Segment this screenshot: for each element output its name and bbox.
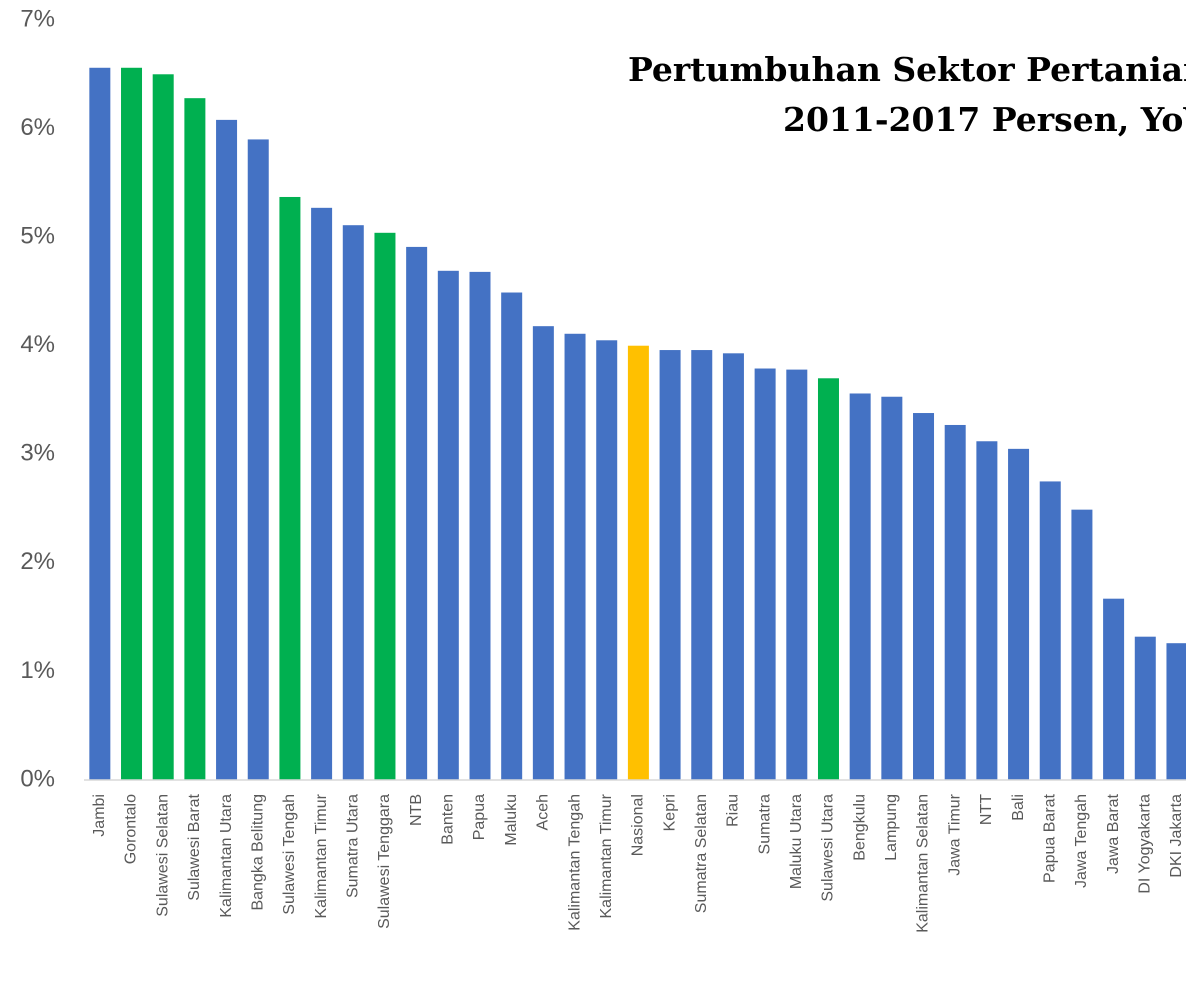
bar [1008, 448, 1030, 780]
x-tick-label: Nasional [630, 794, 647, 856]
bar [437, 270, 459, 780]
y-tick-label: 3% [20, 440, 55, 467]
x-tick-label: Jawa Barat [1105, 793, 1122, 874]
bar [1166, 643, 1186, 780]
bar [849, 393, 871, 780]
bar [944, 424, 966, 780]
bar [279, 196, 301, 780]
bar [121, 67, 143, 781]
x-tick-label: Bengkulu [851, 794, 868, 861]
x-tick-label: Riau [725, 794, 742, 827]
x-tick-label: NTB [408, 794, 425, 826]
x-tick-label: Bali [1010, 794, 1027, 821]
bar [469, 271, 491, 780]
x-tick-label: Kepri [661, 794, 678, 831]
bar [1039, 481, 1061, 780]
y-tick-label: 4% [20, 331, 55, 358]
x-tick-label: Sumatra Selatan [693, 794, 710, 913]
x-tick-label: Sulawesi Tenggara [376, 794, 393, 929]
bar [754, 368, 776, 780]
x-tick-label: Kalimantan Timur [313, 793, 330, 918]
bar [722, 353, 744, 780]
bar [311, 207, 333, 781]
bar [691, 350, 713, 780]
x-tick-label: Papua [471, 794, 488, 840]
y-tick-label: 0% [20, 765, 55, 792]
x-tick-label: DI Yogyakarta [1136, 794, 1153, 894]
x-tick-label: Banten [440, 794, 457, 845]
x-tick-label: NTT [978, 794, 995, 825]
x-tick-label: Sulawesi Selatan [154, 794, 171, 917]
x-tick-label: Maluku [503, 794, 520, 846]
x-tick-label: Sulawesi Tengah [281, 794, 298, 915]
chart-title: Pertumbuhan Sektor Pertanian [628, 50, 1186, 89]
bar [532, 326, 554, 780]
x-tick-label: Sumatra [756, 794, 773, 855]
x-tick-label: Kalimantan Selatan [915, 794, 932, 933]
bar [913, 413, 935, 780]
bar [786, 369, 808, 780]
bar [247, 139, 269, 780]
bar [659, 350, 681, 780]
bar [596, 340, 618, 780]
bar [374, 232, 396, 781]
x-tick-label: Sumatra Utara [344, 794, 361, 898]
bar [89, 67, 111, 781]
bar [627, 345, 649, 780]
bar [1071, 509, 1093, 780]
bar [564, 333, 586, 780]
x-tick-label: DKI Jakarta [1168, 794, 1185, 878]
bar [501, 292, 523, 780]
y-tick-label: 1% [20, 657, 55, 684]
bar [1134, 636, 1156, 780]
x-tick-label: Bangka Belitung [249, 794, 266, 911]
y-tick-label: 5% [20, 222, 55, 249]
x-tick-label: Jawa Timur [946, 793, 963, 875]
bar [342, 225, 364, 780]
bar [976, 441, 998, 780]
x-tick-label: Papua Barat [1041, 793, 1058, 883]
x-tick-label: Jambi [91, 794, 108, 837]
x-tick-label: Kalimantan Tengah [566, 794, 583, 931]
x-tick-label: Sulawesi Barat [186, 793, 203, 900]
bar [1103, 598, 1125, 780]
x-tick-label: Sulawesi Utara [820, 794, 837, 902]
bar [406, 246, 428, 780]
y-tick-label: 2% [20, 548, 55, 575]
bar [152, 74, 174, 781]
x-tick-label: Aceh [535, 794, 552, 830]
x-tick-label: Kalimantan Timur [598, 793, 615, 918]
x-tick-label: Kalimantan Utara [218, 794, 235, 918]
y-tick-label: 6% [20, 114, 55, 141]
y-tick-label: 7% [20, 5, 55, 32]
bar [184, 98, 206, 780]
x-tick-label: Jawa Tengah [1073, 794, 1090, 888]
chart-title: 2011-2017 Persen, YoY [783, 100, 1186, 139]
x-tick-label: Maluku Utara [788, 794, 805, 889]
bar [817, 378, 839, 780]
x-tick-label: Lampung [883, 794, 900, 861]
x-tick-label: Gorontalo [123, 794, 140, 864]
bar [216, 119, 238, 780]
bar [881, 396, 903, 780]
